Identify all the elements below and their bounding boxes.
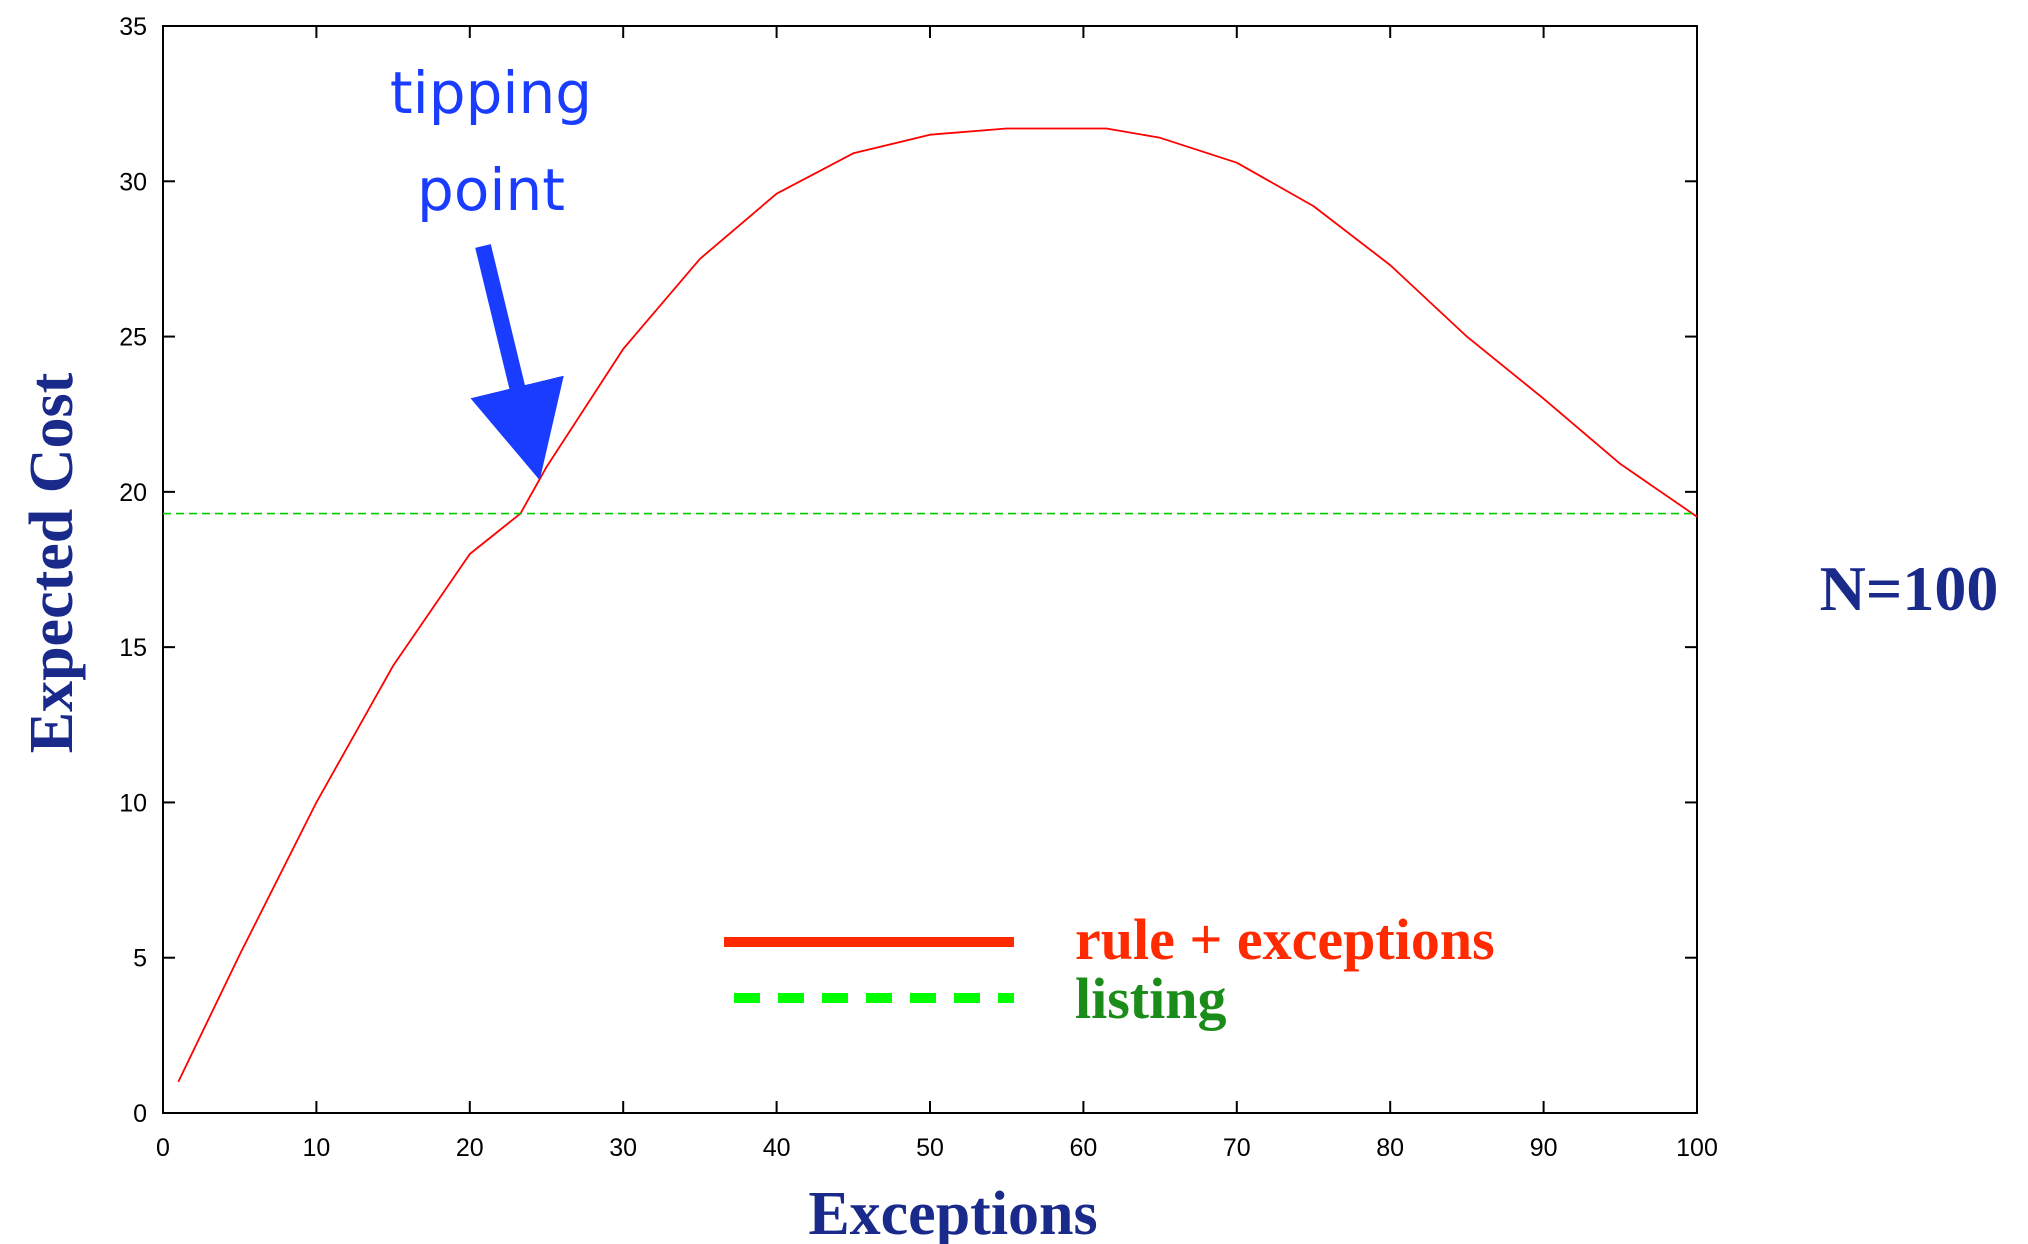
side-label: N=100: [1820, 553, 1999, 624]
callout-line-2: point: [417, 156, 565, 224]
x-axis-title: Exceptions: [808, 1180, 1097, 1244]
x-tick-label-40: 40: [763, 1134, 791, 1162]
legend: rule + exceptions listing: [724, 907, 1495, 1031]
y-tick-label-25: 25: [119, 324, 147, 352]
series-layer: [163, 127, 1698, 1083]
x-tick-label-80: 80: [1376, 1134, 1404, 1162]
x-tick-label-20: 20: [456, 1134, 484, 1162]
tipping-point-callout: tipping point: [390, 59, 592, 481]
x-tick-label-100: 100: [1676, 1134, 1718, 1162]
callout-line-1: tipping: [390, 59, 592, 127]
y-axis-title: Expected Cost: [18, 372, 86, 753]
x-tick-label-70: 70: [1223, 1134, 1251, 1162]
y-tick-label-35: 35: [119, 13, 147, 41]
legend-label-rule-exceptions: rule + exceptions: [1075, 907, 1495, 972]
y-tick-label-10: 10: [119, 789, 147, 817]
x-tick-label-60: 60: [1069, 1134, 1097, 1162]
x-tick-label-50: 50: [916, 1134, 944, 1162]
y-tick-label-15: 15: [119, 634, 147, 662]
series-line-0: [177, 127, 1698, 1083]
x-tick-label-30: 30: [609, 1134, 637, 1162]
y-tick-label-5: 5: [133, 945, 147, 973]
x-tick-label-10: 10: [302, 1134, 330, 1162]
ticks: 0 10 20 30 40 50 60 70 80 90 100 0 5 10 15 20 25 30 35: [119, 13, 1718, 1162]
y-tick-label-20: 20: [119, 479, 147, 507]
callout-arrow: [470, 244, 564, 481]
y-tick-label-30: 30: [119, 168, 147, 196]
y-tick-label-0: 0: [133, 1100, 147, 1128]
legend-label-listing: listing: [1075, 966, 1227, 1031]
x-tick-label-0: 0: [156, 1134, 170, 1162]
x-tick-label-90: 90: [1530, 1134, 1558, 1162]
